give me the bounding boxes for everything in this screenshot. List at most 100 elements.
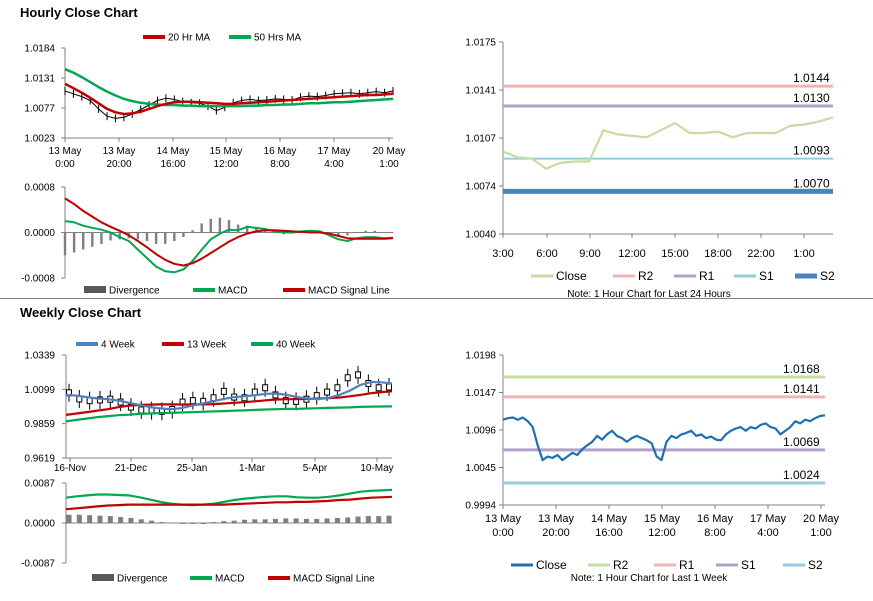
weekly-pivot-y-tick-label: 1.0096 bbox=[465, 426, 496, 437]
weekly-price-candle-body bbox=[324, 388, 331, 396]
weekly-price-candle-body bbox=[241, 394, 248, 402]
weekly-macd-divergence-bar bbox=[97, 515, 103, 523]
weekly-pivot-y-tick-label: 1.0045 bbox=[465, 463, 496, 474]
weekly-pivot-y-tick-label: 0.9994 bbox=[465, 501, 496, 512]
weekly-price-candle-body bbox=[262, 384, 269, 392]
weekly-pivot-x-tick-label: 1:00 bbox=[810, 527, 831, 539]
weekly-macd-divergence-bar bbox=[262, 519, 268, 523]
weekly-price-candle-body bbox=[189, 397, 196, 405]
hourly-price-x-tick-label: 17 May bbox=[318, 146, 351, 157]
hourly-macd-divergence-bar bbox=[236, 224, 240, 233]
weekly-section-title: Weekly Close Chart bbox=[20, 305, 142, 320]
weekly-price-40wk-legend-label: 40 Week bbox=[276, 340, 316, 351]
weekly-price-candle-body bbox=[282, 397, 289, 405]
hourly-price-x-tick-label: 12:00 bbox=[213, 159, 238, 170]
weekly-macd-divergence-bar bbox=[293, 518, 299, 523]
hourly-pivot-x-tick-label: 1:00 bbox=[793, 248, 814, 260]
hourly-pivot-level-label-r1: 1.0130 bbox=[793, 91, 830, 105]
weekly-macd-divergence-bar bbox=[303, 518, 309, 523]
weekly-price-candle-body bbox=[272, 391, 279, 399]
weekly-macd-y-tick-label: 0.0087 bbox=[24, 479, 55, 490]
hourly-pivot-level-label-s2: 1.0070 bbox=[793, 176, 830, 190]
weekly-price-13wk-line bbox=[65, 390, 393, 416]
weekly-pivot-x-tick-label: 13 May bbox=[538, 513, 575, 525]
hourly-macd-divergence-bar bbox=[382, 231, 386, 233]
weekly-price-y-tick-label: 1.0339 bbox=[24, 351, 55, 362]
weekly-macd-divergence-bar bbox=[76, 514, 82, 523]
hourly-pivot-legend-label: S1 bbox=[759, 269, 774, 283]
hourly-pivot-level-label-r2: 1.0144 bbox=[793, 71, 830, 85]
hourly-macd-divergence-bar bbox=[164, 232, 167, 244]
hourly-price-x-tick-label: 16 May bbox=[264, 146, 297, 157]
weekly-pivot-note: Note: 1 Hour Chart for Last 1 Week bbox=[571, 573, 729, 584]
hourly-macd-divergence-bar bbox=[255, 227, 258, 233]
hourly-pivot-x-tick-label: 3:00 bbox=[492, 248, 513, 260]
hourly-pivot-y-tick-label: 1.0107 bbox=[465, 134, 496, 145]
hourly-macd-divergence-bar bbox=[182, 232, 185, 238]
hourly-macd-divergence-bar bbox=[346, 232, 349, 236]
weekly-macd-signal-legend-label: MACD Signal Line bbox=[293, 574, 375, 585]
weekly-macd-divergence-bar bbox=[66, 514, 72, 523]
hourly-pivot-x-tick-label: 6:00 bbox=[536, 248, 557, 260]
hourly-pivot-y-tick-label: 1.0175 bbox=[465, 38, 496, 49]
weekly-pivot-x-tick-label: 15 May bbox=[644, 513, 681, 525]
weekly-pivot-x-tick-label: 17 May bbox=[750, 513, 787, 525]
hourly-pivot-x-tick-label: 18:00 bbox=[704, 248, 732, 260]
weekly-macd-y-tick-label: -0.0087 bbox=[21, 559, 55, 570]
weekly-macd-divergence-bar bbox=[200, 523, 206, 524]
weekly-price-x-tick-label: 16-Nov bbox=[54, 463, 86, 474]
weekly-pivot-x-tick-label: 20:00 bbox=[542, 527, 570, 539]
hourly-price-y-tick-label: 1.0023 bbox=[24, 134, 55, 145]
weekly-pivot-level-label-r2: 1.0168 bbox=[783, 362, 820, 376]
weekly-price-x-tick-label: 10-May bbox=[360, 463, 393, 474]
weekly-macd-divergence-bar bbox=[324, 518, 330, 523]
weekly-price-40wk-line bbox=[65, 405, 393, 423]
weekly-macd-divergence-bar bbox=[231, 520, 237, 523]
hourly-macd-divergence-bar bbox=[63, 232, 67, 256]
hourly-macd-divergence-bar bbox=[264, 230, 267, 233]
weekly-macd-y-tick-label: 0.0000 bbox=[24, 519, 55, 530]
hourly-pivot-level-label-s1: 1.0093 bbox=[793, 144, 830, 158]
weekly-price-y-tick-label: 0.9619 bbox=[24, 454, 55, 465]
hourly-pivot-legend-label: R1 bbox=[699, 269, 715, 283]
weekly-pivot-x-tick-label: 12:00 bbox=[648, 527, 676, 539]
weekly-pivot-x-tick-label: 4:00 bbox=[757, 527, 778, 539]
weekly-pivot-close-line bbox=[502, 414, 826, 462]
hourly-pivot-legend-label: R2 bbox=[638, 269, 654, 283]
weekly-pivot-x-tick-label: 16 May bbox=[697, 513, 734, 525]
hourly-section-title: Hourly Close Chart bbox=[20, 5, 138, 20]
hourly-macd-divergence-bar bbox=[218, 217, 222, 233]
weekly-macd-divergence-bar bbox=[159, 522, 165, 524]
weekly-price-y-tick-label: 0.9859 bbox=[24, 419, 55, 430]
hourly-pivot-note: Note: 1 Hour Chart for Last 24 Hours bbox=[567, 289, 730, 300]
weekly-pivot-x-tick-label: 20 May bbox=[803, 513, 840, 525]
hourly-macd-divergence-bar bbox=[355, 231, 358, 233]
weekly-macd-signal-line bbox=[65, 495, 393, 511]
hourly-macd-divergence-bar bbox=[337, 232, 340, 236]
weekly-price-candle-body bbox=[355, 371, 362, 379]
hourly-price-ma20-line bbox=[64, 82, 394, 116]
hourly-macd-macd-line bbox=[64, 220, 394, 274]
hourly-price-x-tick-label: 0:00 bbox=[55, 159, 75, 170]
hourly-price-ma50-line bbox=[64, 68, 394, 108]
weekly-macd-divergence-bar bbox=[180, 523, 186, 524]
hourly-macd-divergence-bar bbox=[154, 232, 158, 244]
hourly-macd-divergence-bar bbox=[200, 223, 203, 233]
hourly-pivot-y-tick-label: 1.0141 bbox=[465, 86, 496, 97]
hourly-pivot-close-line bbox=[502, 116, 834, 170]
weekly-macd-divergence-bar bbox=[169, 522, 175, 524]
weekly-price-x-tick-label: 21-Dec bbox=[115, 463, 147, 474]
weekly-macd-divergence-legend-swatch bbox=[92, 574, 114, 581]
hourly-macd-y-tick-label: 0.0000 bbox=[24, 228, 55, 239]
weekly-macd-divergence-bar bbox=[138, 519, 144, 523]
hourly-macd-divergence-bar bbox=[145, 232, 149, 242]
weekly-price-4wk-line bbox=[65, 380, 393, 411]
weekly-price-candle-body bbox=[344, 374, 351, 382]
weekly-macd-divergence-bar bbox=[376, 516, 382, 523]
weekly-pivot-y-tick-label: 1.0147 bbox=[465, 388, 496, 399]
weekly-macd-divergence-bar bbox=[190, 523, 196, 524]
hourly-price-y-tick-label: 1.0184 bbox=[24, 44, 55, 55]
weekly-macd-macd-legend-label: MACD bbox=[215, 574, 244, 585]
hourly-pivot-x-tick-label: 22:00 bbox=[747, 248, 775, 260]
hourly-macd-divergence-bar bbox=[209, 218, 212, 233]
